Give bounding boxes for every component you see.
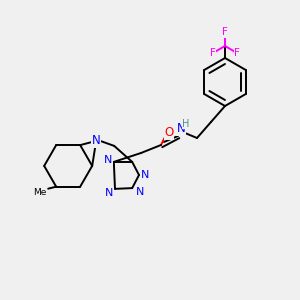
Text: F: F bbox=[234, 48, 240, 58]
Text: N: N bbox=[136, 187, 144, 197]
Text: N: N bbox=[177, 122, 185, 136]
Text: N: N bbox=[103, 155, 112, 165]
Text: F: F bbox=[210, 48, 216, 58]
Text: F: F bbox=[222, 27, 228, 37]
Text: N: N bbox=[141, 170, 149, 180]
Text: Me: Me bbox=[34, 188, 47, 197]
Text: O: O bbox=[164, 127, 174, 140]
Text: N: N bbox=[92, 134, 100, 147]
Text: N: N bbox=[105, 188, 113, 198]
Text: H: H bbox=[182, 119, 190, 129]
